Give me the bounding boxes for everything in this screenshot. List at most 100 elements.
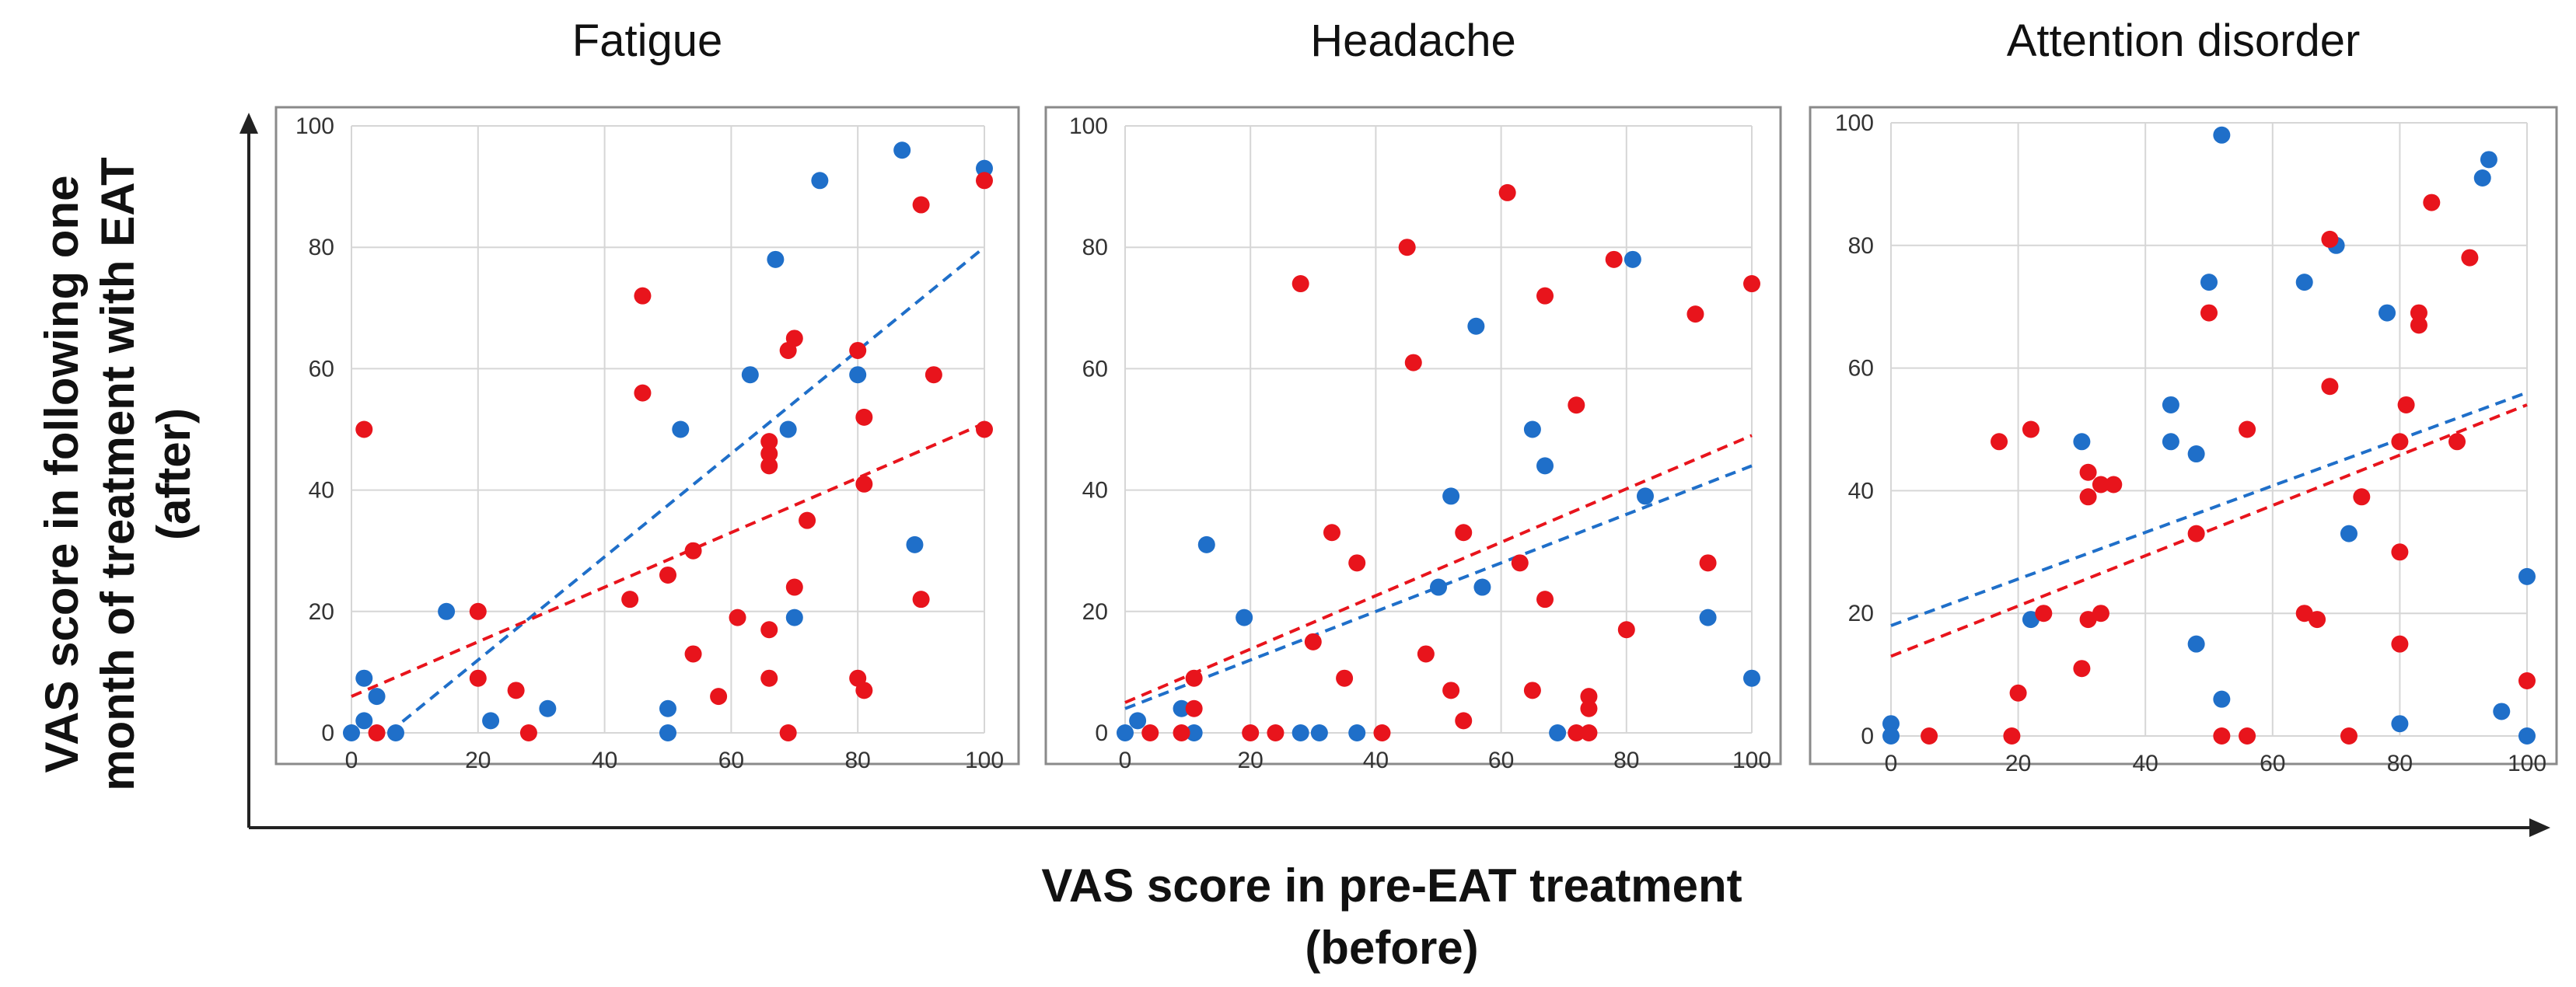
data-point-blue [1442,487,1460,505]
data-point-blue [741,366,759,384]
data-point-blue [386,724,404,741]
x-axis-title-line-1: VAS score in pre-EAT treatment [1041,860,1742,912]
y-tick-label: 100 [295,113,334,139]
data-point-blue [2295,274,2313,291]
data-point-red [2239,420,2256,438]
data-point-blue [659,724,676,741]
data-point-blue [2162,433,2179,451]
x-tick-label: 40 [1363,748,1389,773]
data-point-red [2391,433,2409,451]
x-tick-label: 80 [2387,751,2413,776]
data-point-red [2410,304,2427,322]
data-point-red [2461,249,2479,267]
data-point-red [2309,611,2326,629]
data-point-red [1336,669,1354,687]
data-point-blue [1197,535,1215,553]
data-point-blue [2073,433,2091,451]
data-point-red [785,330,803,347]
y-tick-label: 40 [309,478,334,504]
data-point-red [1398,239,1416,256]
x-tick-label: 40 [2133,751,2158,776]
data-point-red [684,645,702,663]
data-point-blue [539,699,557,717]
trendline-red [1124,434,1753,704]
data-point-blue [1117,724,1134,741]
data-point-red [1267,724,1285,741]
x-tick-label: 80 [1613,748,1639,773]
data-point-blue [2213,126,2231,144]
data-point-red [2200,304,2218,322]
data-point-blue [1473,578,1491,596]
data-point-blue [482,712,500,730]
data-point-red [2518,671,2536,689]
data-point-blue [2187,635,2205,653]
trendline-blue [1124,464,1753,710]
data-point-red [1523,682,1541,699]
x-tick-label: 60 [2260,751,2285,776]
data-point-red [1442,682,1460,699]
x-axis-title-line-2: (before) [1305,922,1478,974]
data-point-blue [1549,724,1567,741]
data-point-blue [976,159,993,177]
data-point-blue [355,712,373,730]
plot-area-border [274,106,1020,766]
data-point-red [760,433,778,451]
data-point-blue [2480,151,2497,169]
data-point-red [855,682,873,699]
data-point-red [1743,275,1760,293]
y-tick-label: 80 [1082,235,1108,260]
data-point-red [2213,727,2231,745]
data-point-blue [1129,712,1147,730]
data-point-red [1605,250,1623,268]
x-tick-label: 20 [2005,751,2031,776]
x-tick-label: 100 [1732,748,1771,773]
trendline-blue [1890,391,2528,627]
data-point-red [2295,605,2313,623]
data-point-blue [2379,304,2396,322]
data-point-red [976,420,993,438]
y-tick-label: 80 [309,235,334,260]
data-point-red [2321,378,2339,396]
data-point-blue [2022,611,2039,629]
chart-panel-attention-disorder: Attention disorder 0 20 40 60 80 100 0 20 40 60 80 1… [1809,16,2558,776]
data-point-red [799,511,816,529]
data-point-red [1348,554,1366,572]
y-axis-title-line-2: month of treatment with EAT [92,157,144,791]
data-point-red [2079,463,2097,481]
data-point-blue [368,688,386,706]
data-point-blue [906,535,924,553]
x-tick-label: 100 [2508,751,2546,776]
trendline-red [351,421,985,698]
y-axis-title: VAS score in following one month of trea… [36,157,200,791]
data-point-red [1686,305,1704,323]
data-point-red [1580,724,1598,741]
data-point-red [2187,525,2205,542]
plot-area-border [1809,106,2558,766]
y-tick-label: 0 [321,720,334,746]
data-point-red [1185,699,1203,717]
data-point-red [1568,396,1585,414]
data-point-red [507,682,525,699]
data-point-red [1580,699,1598,717]
data-point-red [710,688,728,706]
data-point-blue [2162,396,2179,413]
y-tick-label: 80 [1848,233,1874,259]
x-axis-arrowhead-icon [2529,818,2550,837]
data-point-blue [785,609,803,626]
data-point-red [2448,433,2466,451]
data-point-red [469,602,487,620]
y-axis-title-line-3: (after) [148,408,200,540]
data-point-blue [1882,715,1900,733]
data-point-red [2092,476,2109,494]
data-point-red [2022,420,2039,438]
data-point-blue [767,250,785,268]
x-tick-label: 0 [1119,748,1132,773]
data-point-blue [1430,578,1447,596]
y-tick-label: 60 [1848,356,1874,382]
data-point-red [779,724,797,741]
data-point-blue [1624,250,1641,268]
data-point-red [1699,554,1717,572]
data-point-red [912,591,930,609]
data-point-red [2079,611,2097,629]
